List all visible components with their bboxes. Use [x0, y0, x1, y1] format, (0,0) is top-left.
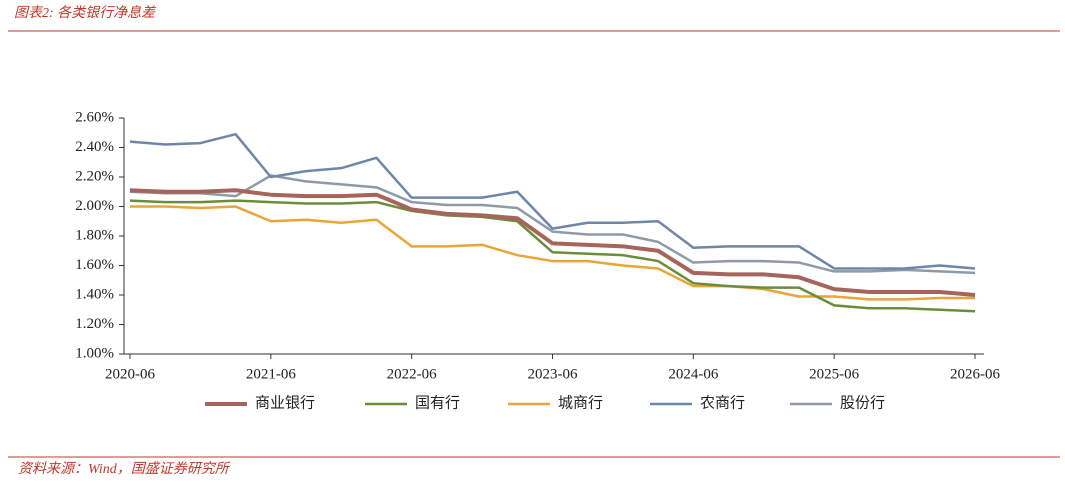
series-line: [129, 132, 976, 270]
legend-label: 商业银行: [255, 394, 315, 411]
x-tick-label: 2021-06: [246, 366, 296, 382]
x-tick-label: 2024-06: [668, 366, 718, 382]
y-tick-label: 2.20%: [75, 168, 114, 184]
y-tick-label: 1.40%: [75, 286, 114, 302]
y-tick-label: 1.60%: [75, 257, 114, 273]
legend-label: 股份行: [840, 394, 885, 411]
x-tick-label: 2023-06: [528, 366, 578, 382]
y-tick-label: 1.20%: [75, 316, 114, 332]
y-tick-label: 1.80%: [75, 227, 114, 243]
series-line: [129, 199, 976, 313]
y-tick-label: 2.40%: [75, 139, 114, 155]
source-note: 资料来源：Wind，国盛证券研究所: [18, 461, 231, 477]
x-tick-label: 2022-06: [387, 366, 437, 382]
y-tick-label: 2.00%: [75, 198, 114, 214]
series-line: [130, 205, 975, 301]
y-tick-label: 2.60%: [75, 109, 114, 125]
series-line: [129, 188, 976, 297]
y-tick-label: 1.00%: [75, 345, 114, 361]
legend-label: 农商行: [700, 394, 745, 411]
x-tick-label: 2026-06: [950, 366, 1000, 382]
x-tick-label: 2020-06: [105, 366, 155, 382]
x-tick-label: 2025-06: [809, 366, 859, 382]
legend-label: 城商行: [558, 394, 603, 411]
chart-title: 图表2: 各类银行净息差: [14, 5, 157, 21]
legend-label: 国有行: [415, 394, 460, 411]
series-line: [129, 174, 976, 275]
